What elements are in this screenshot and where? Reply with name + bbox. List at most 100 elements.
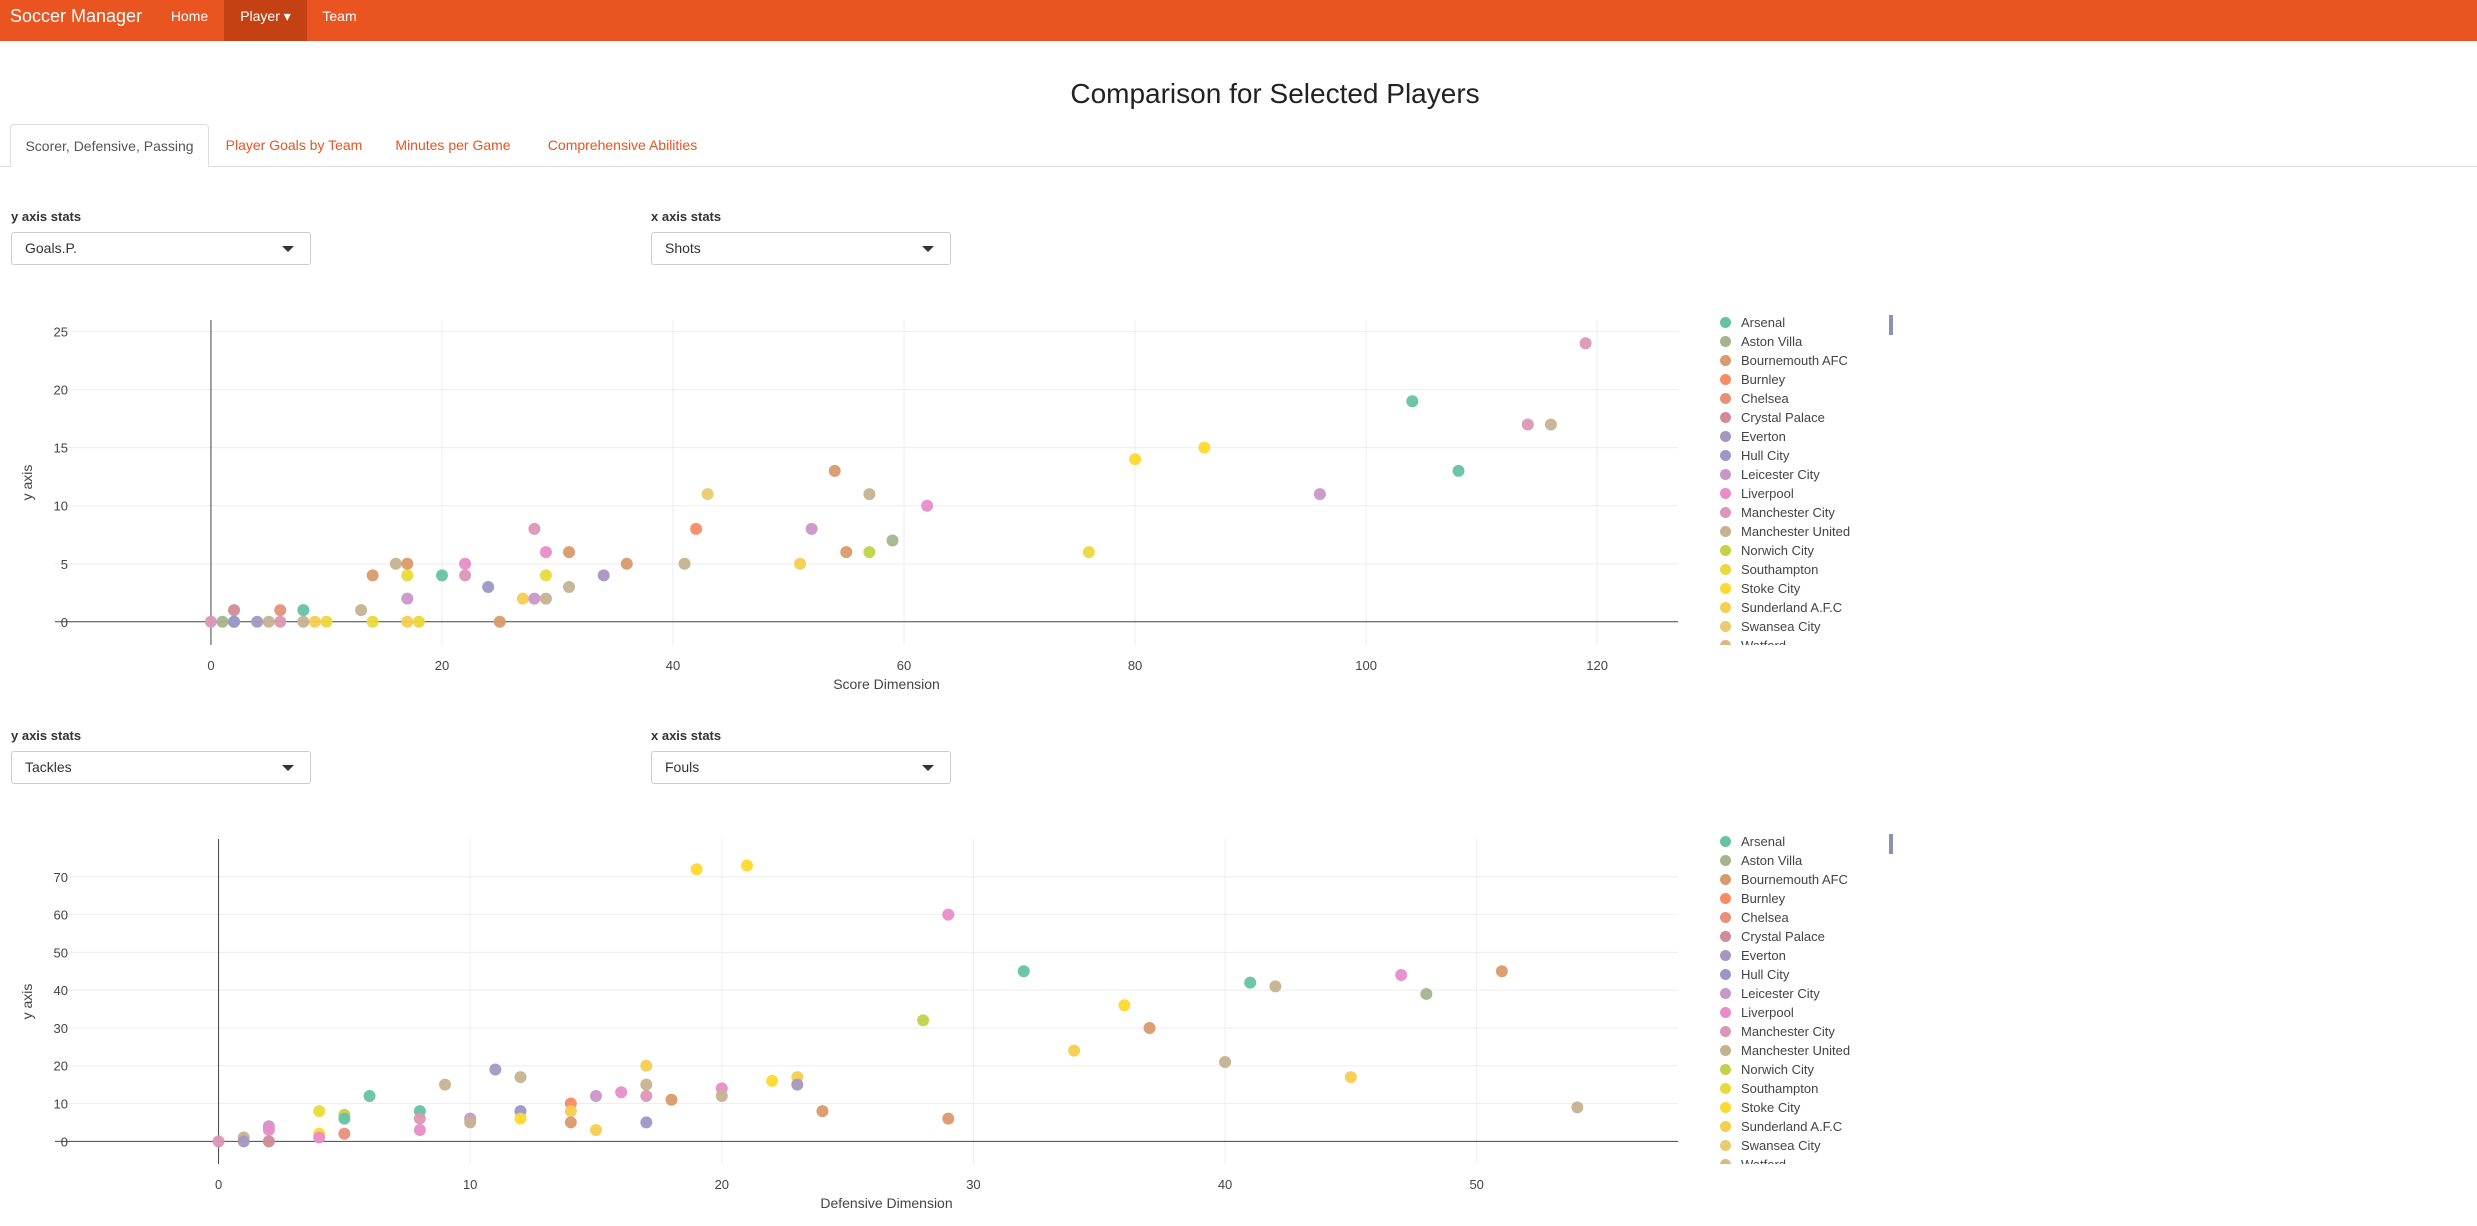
data-point[interactable]	[489, 1063, 502, 1076]
legend-item[interactable]: Manchester City	[1720, 505, 1835, 520]
legend-item[interactable]: Arsenal	[1720, 315, 1785, 330]
data-point[interactable]	[863, 546, 876, 559]
data-point[interactable]	[1269, 980, 1282, 993]
data-point[interactable]	[840, 546, 853, 559]
data-point[interactable]	[413, 1112, 426, 1125]
data-point[interactable]	[917, 1014, 930, 1027]
data-point[interactable]	[1219, 1055, 1232, 1068]
y-axis-stats-select[interactable]: Tackles	[11, 751, 311, 784]
data-point[interactable]	[620, 557, 633, 570]
data-point[interactable]	[228, 615, 241, 628]
legend-item[interactable]: Southampton	[1720, 1081, 1818, 1096]
data-point[interactable]	[338, 1127, 351, 1140]
data-point[interactable]	[412, 615, 425, 628]
y-axis-stats-select[interactable]: Goals.P.	[11, 232, 311, 265]
legend-item[interactable]: Sunderland A.F.C	[1720, 600, 1842, 615]
legend-scrollbar[interactable]	[1889, 315, 1893, 335]
data-point[interactable]	[1143, 1021, 1156, 1034]
data-point[interactable]	[297, 604, 310, 617]
legend-item[interactable]: Crystal Palace	[1720, 929, 1825, 944]
data-point[interactable]	[615, 1086, 628, 1099]
legend-item[interactable]: Leicester City	[1720, 467, 1820, 482]
legend-item[interactable]: Hull City	[1720, 967, 1789, 982]
data-point[interactable]	[1244, 976, 1257, 989]
data-point[interactable]	[1082, 546, 1095, 559]
tab-player-goals-by-team[interactable]: Player Goals by Team	[225, 137, 363, 153]
legend-item[interactable]: Norwich City	[1720, 1062, 1814, 1077]
data-point[interactable]	[355, 604, 368, 617]
data-point[interactable]	[828, 464, 841, 477]
data-point[interactable]	[216, 615, 229, 628]
data-point[interactable]	[640, 1116, 653, 1129]
legend-item[interactable]: Manchester United	[1720, 1043, 1850, 1058]
legend-item[interactable]: Everton	[1720, 429, 1786, 444]
data-point[interactable]	[597, 569, 610, 582]
data-point[interactable]	[678, 557, 691, 570]
legend-item[interactable]: Liverpool	[1720, 486, 1794, 501]
legend-item[interactable]: Norwich City	[1720, 543, 1814, 558]
tab-comprehensive-abilities[interactable]: Comprehensive Abilities	[547, 137, 698, 153]
legend-item[interactable]: Burnley	[1720, 891, 1785, 906]
data-point[interactable]	[320, 615, 333, 628]
legend-item[interactable]: Southampton	[1720, 562, 1818, 577]
legend-item[interactable]: Arsenal	[1720, 834, 1785, 849]
legend-item[interactable]: Hull City	[1720, 448, 1789, 463]
legend-item[interactable]: Sunderland A.F.C	[1720, 1119, 1842, 1134]
data-point[interactable]	[564, 1116, 577, 1129]
legend-item[interactable]: Bournemouth AFC	[1720, 872, 1848, 887]
data-point[interactable]	[563, 580, 576, 593]
data-point[interactable]	[863, 488, 876, 501]
x-axis-stats-select[interactable]: Fouls	[651, 751, 951, 784]
legend-item[interactable]: Chelsea	[1720, 391, 1789, 406]
data-point[interactable]	[274, 604, 287, 617]
data-point[interactable]	[401, 615, 414, 628]
scatter-plot-score[interactable]: 0204060801001200510152025Score Dimension…	[0, 305, 1900, 705]
data-point[interactable]	[1129, 453, 1142, 466]
legend-item[interactable]: Aston Villa	[1720, 853, 1802, 868]
data-point[interactable]	[459, 557, 472, 570]
legend-item[interactable]: Stoke City	[1720, 581, 1800, 596]
data-point[interactable]	[590, 1123, 602, 1136]
data-point[interactable]	[251, 615, 264, 628]
tab-minutes-per-game[interactable]: Minutes per Game	[395, 137, 511, 153]
data-point[interactable]	[715, 1089, 728, 1102]
data-point[interactable]	[942, 908, 955, 921]
data-point[interactable]	[921, 499, 934, 512]
data-point[interactable]	[262, 1123, 275, 1136]
data-point[interactable]	[366, 615, 379, 628]
data-point[interactable]	[1406, 395, 1419, 408]
data-point[interactable]	[564, 1105, 577, 1118]
data-point[interactable]	[514, 1112, 527, 1125]
data-point[interactable]	[212, 1135, 225, 1148]
data-point[interactable]	[516, 592, 529, 605]
data-point[interactable]	[435, 569, 448, 582]
legend-item[interactable]: Swansea City	[1720, 619, 1820, 634]
nav-player-dropdown[interactable]: Player ▾	[224, 0, 307, 41]
legend-item[interactable]: Leicester City	[1720, 986, 1820, 1001]
nav-home[interactable]: Home	[170, 8, 209, 24]
data-point[interactable]	[563, 546, 576, 559]
data-point[interactable]	[1068, 1044, 1081, 1057]
nav-team[interactable]: Team	[322, 8, 357, 24]
brand-logo[interactable]: Soccer Manager	[10, 6, 143, 26]
legend-item[interactable]: Stoke City	[1720, 1100, 1800, 1115]
scatter-plot-score-svg[interactable]: 0204060801001200510152025Score Dimension…	[0, 305, 1700, 705]
legend-item[interactable]: Watford	[1720, 638, 1786, 645]
data-point[interactable]	[297, 615, 310, 628]
data-point[interactable]	[459, 569, 472, 582]
data-point[interactable]	[313, 1131, 326, 1144]
data-point[interactable]	[665, 1093, 678, 1106]
data-point[interactable]	[1198, 441, 1211, 454]
data-point[interactable]	[493, 615, 506, 628]
data-point[interactable]	[389, 557, 402, 570]
legend-item[interactable]: Watford	[1720, 1157, 1786, 1164]
data-point[interactable]	[539, 592, 552, 605]
data-point[interactable]	[401, 569, 414, 582]
data-point[interactable]	[528, 522, 541, 535]
data-point[interactable]	[237, 1135, 250, 1148]
data-point[interactable]	[942, 1112, 955, 1125]
data-point[interactable]	[363, 1089, 376, 1102]
data-point[interactable]	[514, 1071, 527, 1084]
data-point[interactable]	[1420, 987, 1433, 1000]
legend-item[interactable]: Crystal Palace	[1720, 410, 1825, 425]
